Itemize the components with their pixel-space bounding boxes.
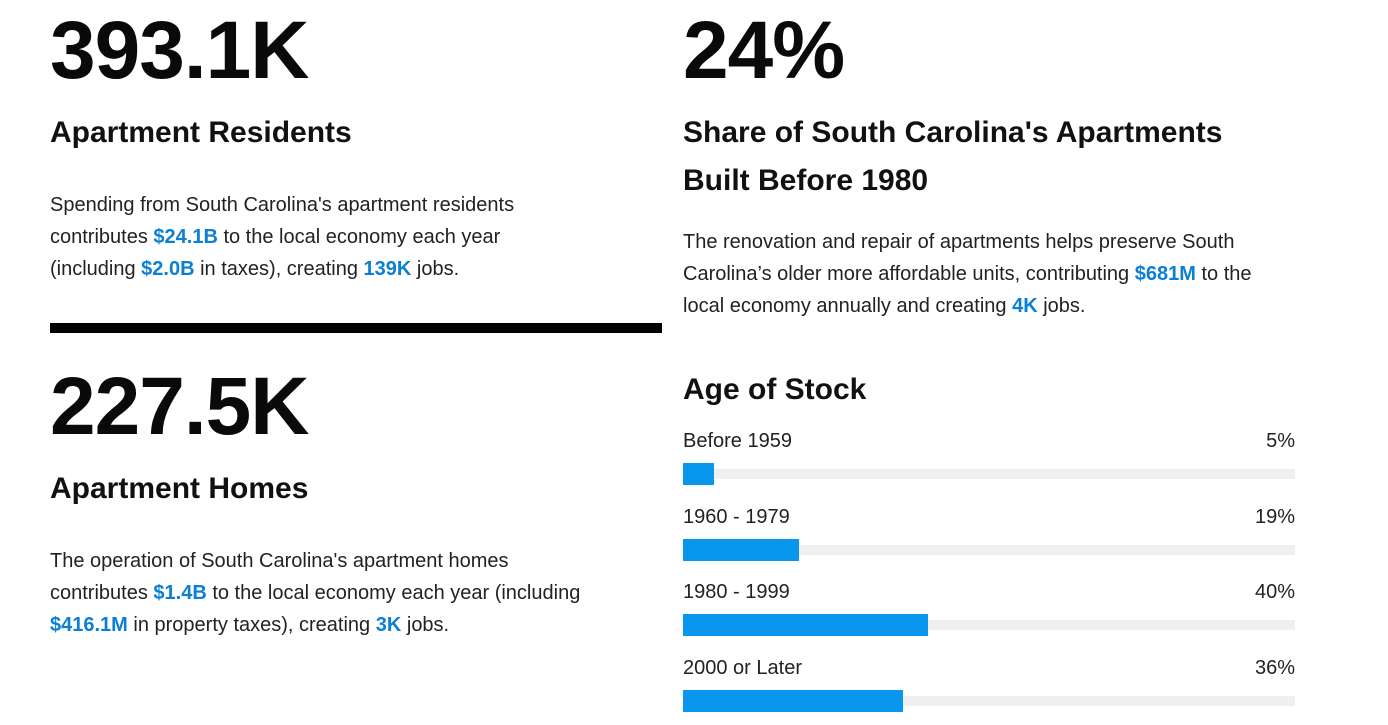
residents-desc-text-4: jobs. (411, 258, 460, 280)
share-desc-text-2: to the local economy annually and creati… (683, 263, 1252, 317)
bar-value-label: 5% (1266, 430, 1295, 452)
bar-track (683, 620, 1295, 630)
bar-row: Before 1959 5% (683, 428, 1295, 498)
homes-title: Apartment Homes (50, 472, 309, 505)
bar-row: 1960 - 1979 19% (683, 504, 1295, 574)
share-desc-text-1: The renovation and repair of apartments … (683, 231, 1235, 285)
share-contribution-value: $681M (1134, 263, 1196, 285)
bar-category-label: Before 1959 (683, 430, 792, 452)
bar-track (683, 469, 1295, 479)
residents-spending-value: $24.1B (153, 226, 218, 248)
bar-category-label: 1960 - 1979 (683, 505, 790, 528)
share-desc-text-3: jobs. (1037, 295, 1086, 317)
bar-fill (683, 614, 928, 636)
residents-desc-text-1: Spending from South Carolina's apartment… (50, 194, 515, 248)
bar-fill (683, 538, 800, 561)
bar-value-label: 19% (1254, 505, 1295, 528)
homes-desc-text-4: jobs. (401, 614, 450, 636)
bar-value-label: 40% (1254, 581, 1295, 603)
homes-number: 227.5K (50, 361, 309, 452)
homes-description: The operation of South Carolina's apartm… (50, 545, 610, 641)
residents-description: Spending from South Carolina's apartment… (50, 189, 590, 285)
share-jobs-value: 4K (1012, 295, 1038, 317)
homes-taxes-value: $416.1M (50, 614, 128, 636)
residents-desc-text-2: to the local economy each year (includin… (50, 226, 501, 280)
homes-desc-text-1: The operation of South Carolina's apartm… (50, 550, 509, 604)
bar-category-label: 1980 - 1999 (683, 581, 790, 603)
homes-desc-text-3: in property taxes), creating (127, 614, 376, 636)
residents-taxes-value: $2.0B (141, 258, 195, 280)
share-description: The renovation and repair of apartments … (683, 226, 1295, 322)
bar-row: 1980 - 1999 40% (683, 579, 1295, 649)
bar-fill (683, 689, 904, 712)
residents-title: Apartment Residents (50, 116, 352, 149)
bar-fill (683, 463, 714, 485)
share-number: 24% (683, 5, 845, 96)
homes-jobs-value: 3K (375, 614, 402, 636)
bar-row: 2000 or Later 36% (683, 655, 1295, 725)
residents-jobs-value: 139K (363, 258, 412, 280)
chart-title: Age of Stock (683, 373, 867, 406)
residents-desc-text-3: in taxes), creating (194, 258, 364, 280)
homes-contribution-value: $1.4B (153, 582, 207, 604)
bar-track (683, 544, 1295, 555)
bar-value-label: 36% (1254, 656, 1295, 679)
share-title: Share of South Carolina's Apartments Bui… (683, 116, 1223, 197)
homes-desc-text-2: to the local economy each year (includin… (206, 582, 581, 604)
bar-track (683, 695, 1295, 706)
section-divider (50, 323, 662, 333)
bar-category-label: 2000 or Later (683, 656, 802, 679)
residents-number: 393.1K (50, 5, 309, 96)
